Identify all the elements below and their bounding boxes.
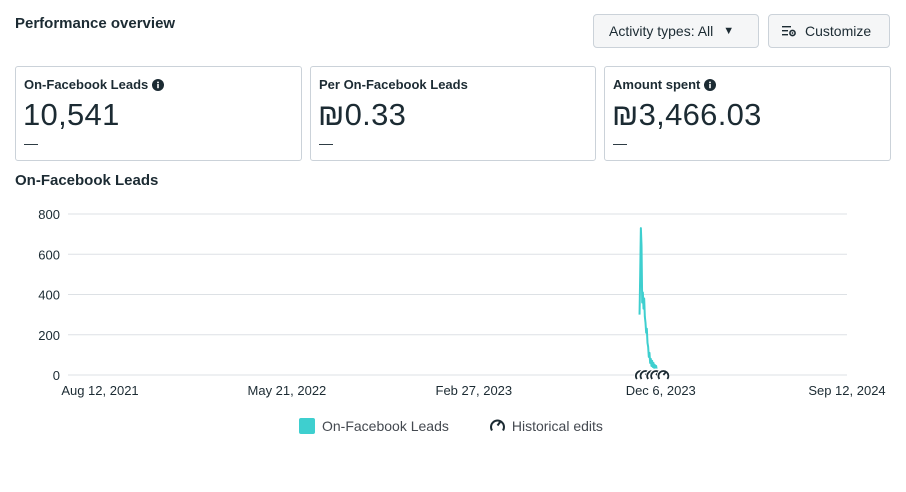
legend-item-leads[interactable]: On-Facebook Leads: [299, 417, 449, 434]
y-tick-label: 800: [38, 207, 60, 222]
metric-label: Amount spent: [613, 77, 717, 92]
legend-label: Historical edits: [511, 417, 603, 434]
chevron-down-icon: ▼: [723, 25, 735, 37]
x-tick-label: May 21, 2022: [248, 383, 327, 398]
metric-card-cost-per-lead[interactable]: Per On-Facebook Leads ₪0.33 —: [310, 66, 596, 161]
metric-card-leads[interactable]: On-Facebook Leads 10,541 —: [15, 66, 302, 161]
customize-label: Customize: [805, 23, 872, 39]
x-tick-label: Sep 12, 2024: [808, 383, 885, 398]
x-tick-label: Dec 6, 2023: [626, 383, 696, 398]
metric-delta: —: [319, 135, 333, 151]
info-icon[interactable]: [704, 78, 717, 91]
metric-card-amount-spent[interactable]: Amount spent ₪3,466.03 —: [604, 66, 891, 161]
y-tick-label: 200: [38, 328, 60, 343]
metric-label-text: Per On-Facebook Leads: [319, 77, 468, 92]
page-title: Performance overview: [15, 15, 176, 32]
legend-label: On-Facebook Leads: [322, 417, 449, 434]
metric-label: On-Facebook Leads: [24, 77, 165, 92]
legend-item-historical-edits[interactable]: Historical edits: [489, 417, 603, 434]
x-tick-label: Feb 27, 2023: [436, 383, 513, 398]
series-line: [638, 227, 663, 375]
info-icon[interactable]: [152, 78, 165, 91]
metric-label-text: On-Facebook Leads: [24, 77, 149, 92]
chart-title: On-Facebook Leads: [15, 172, 159, 189]
x-tick-label: Aug 12, 2021: [61, 383, 138, 398]
metric-label: Per On-Facebook Leads: [319, 77, 468, 92]
historical-edits-icon: [489, 419, 505, 432]
customize-button[interactable]: Customize: [768, 14, 890, 48]
activity-types-dropdown[interactable]: Activity types: All ▼: [593, 14, 759, 48]
activity-types-label: Activity types: All: [609, 23, 714, 39]
metric-label-text: Amount spent: [613, 77, 701, 92]
metric-value: 10,541: [23, 97, 120, 132]
y-tick-label: 600: [38, 247, 60, 262]
customize-icon: [782, 26, 796, 37]
y-tick-label: 0: [53, 368, 60, 383]
chart-legend: On-Facebook Leads Historical edits: [299, 417, 603, 434]
historical-edit-marker[interactable]: [656, 368, 670, 382]
metric-delta: —: [24, 135, 38, 151]
y-tick-label: 400: [38, 288, 60, 303]
metric-value: ₪3,466.03: [612, 97, 762, 132]
legend-swatch: [299, 417, 315, 434]
metric-delta: —: [613, 135, 627, 151]
metric-value: ₪0.33: [318, 97, 407, 132]
